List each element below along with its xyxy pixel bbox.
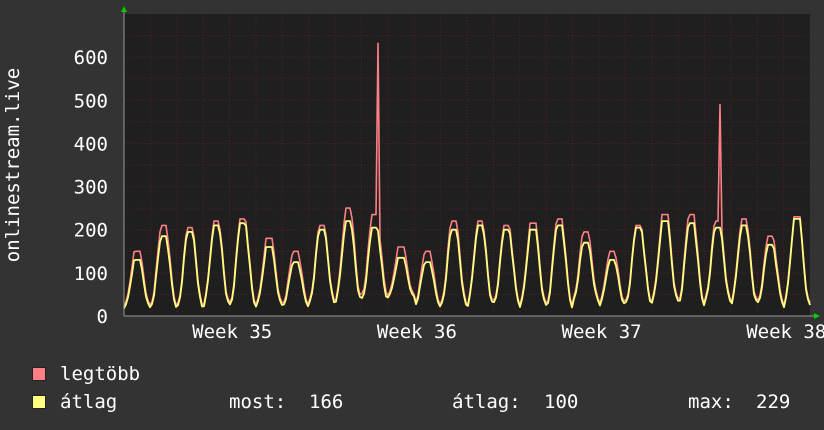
legend-swatch-max (32, 367, 46, 381)
stat-current-label: most: (229, 391, 287, 413)
stat-max-value: 229 (756, 391, 791, 413)
stat-current-value: 166 (309, 391, 344, 413)
y-tick-label: 600 (74, 47, 108, 69)
axes (121, 6, 820, 319)
stat-avg-value: 100 (544, 391, 579, 413)
x-tick-label: Week 37 (562, 321, 642, 343)
y-tick-label: 0 (97, 306, 108, 328)
y-tick-label: 200 (74, 220, 108, 242)
stat-max-label: max: (688, 391, 734, 413)
y-tick-label: 300 (74, 177, 108, 199)
stat-avg-label: átlag: (452, 391, 521, 413)
y-tick-label: 400 (74, 133, 108, 155)
legend-label-max: legtöbb (60, 363, 141, 385)
series-group (123, 42, 811, 309)
legend-label-avg: átlag (60, 391, 118, 413)
x-tick-label: Week 36 (377, 321, 457, 343)
y-axis-label: onlinestream.live (2, 68, 24, 262)
y-tick-label: 100 (74, 263, 108, 285)
x-tick-labels: Week 35 Week 36 Week 37 Week 38 (192, 321, 824, 343)
legend-swatch-avg (32, 395, 46, 409)
x-tick-label: Week 38 (746, 321, 824, 343)
y-tick-label: 500 (74, 90, 108, 112)
series-line-atlag (123, 218, 811, 309)
y-tick-labels: 0 100 200 300 400 500 600 (74, 47, 108, 328)
x-tick-label: Week 35 (192, 321, 272, 343)
x-axis-arrow-icon (814, 313, 820, 319)
y-axis-arrow-icon (121, 6, 127, 12)
